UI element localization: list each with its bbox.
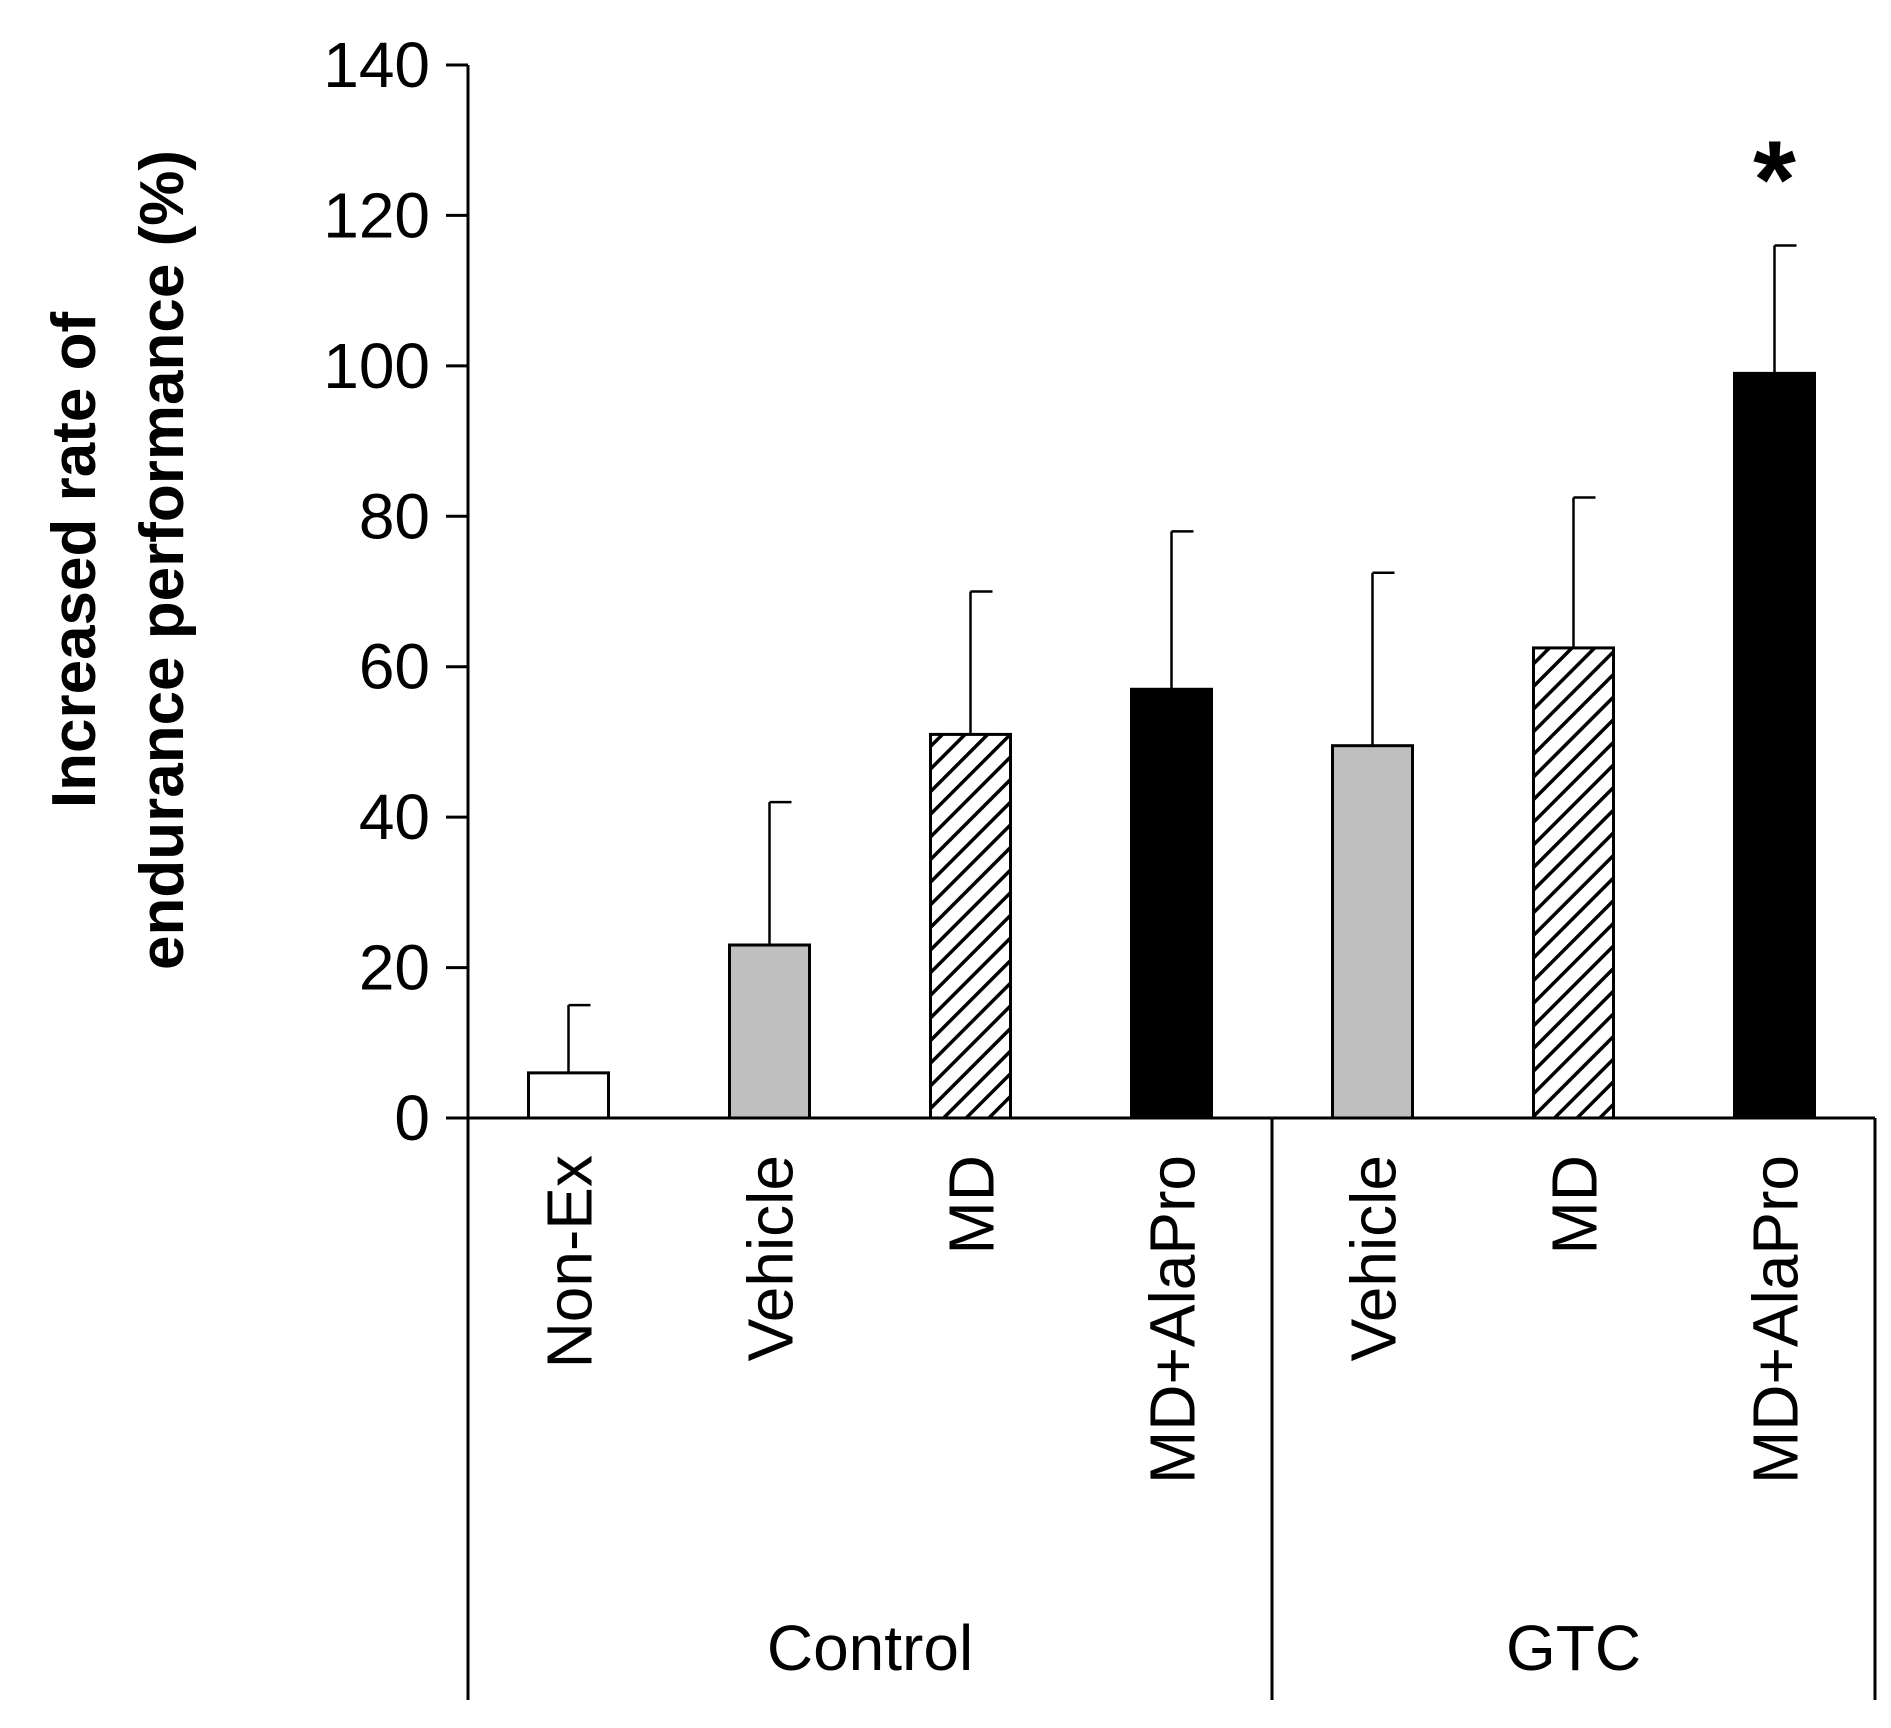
bar	[1733, 371, 1816, 1120]
bar	[728, 943, 811, 1120]
bar	[1532, 646, 1615, 1120]
y-tick-label: 60	[359, 631, 430, 703]
category-label: Vehicle	[735, 1155, 807, 1361]
category-labels: Non-Ex Vehicle MD MD+AlaPro Vehicle MD MD+AlaP…	[534, 1155, 1812, 1484]
category-label: MD+AlaPro	[1137, 1155, 1209, 1484]
bar	[1331, 744, 1414, 1120]
category-label: MD	[1539, 1155, 1611, 1255]
group-label: Control	[767, 1612, 973, 1684]
category-label: MD	[936, 1155, 1008, 1255]
significance-marker: *	[1753, 119, 1796, 242]
bar	[929, 732, 1012, 1120]
y-tick-label: 120	[323, 179, 430, 251]
y-tick-label: 40	[359, 781, 430, 853]
y-axis-label-line-1: Increased rate of	[40, 312, 109, 809]
bar	[1130, 687, 1213, 1120]
y-tick-label: 0	[394, 1082, 430, 1154]
y-axis-ticks: 0 20 40 60 80 100 120 140	[323, 29, 468, 1154]
y-tick-label: 140	[323, 29, 430, 101]
bar	[527, 1071, 610, 1120]
category-label: MD+AlaPro	[1740, 1155, 1812, 1484]
category-label: Vehicle	[1338, 1155, 1410, 1361]
category-label: Non-Ex	[534, 1155, 606, 1368]
y-axis-label-line-2: endurance performance (%)	[128, 150, 197, 970]
y-axis-label: Increased rate of endurance performance …	[40, 150, 197, 970]
group-label: GTC	[1506, 1612, 1641, 1684]
group-labels: Control GTC	[767, 1612, 1641, 1684]
axes	[466, 65, 1877, 1700]
y-tick-label: 80	[359, 480, 430, 552]
bars: *	[527, 119, 1816, 1120]
y-tick-label: 20	[359, 932, 430, 1004]
y-tick-label: 100	[323, 330, 430, 402]
